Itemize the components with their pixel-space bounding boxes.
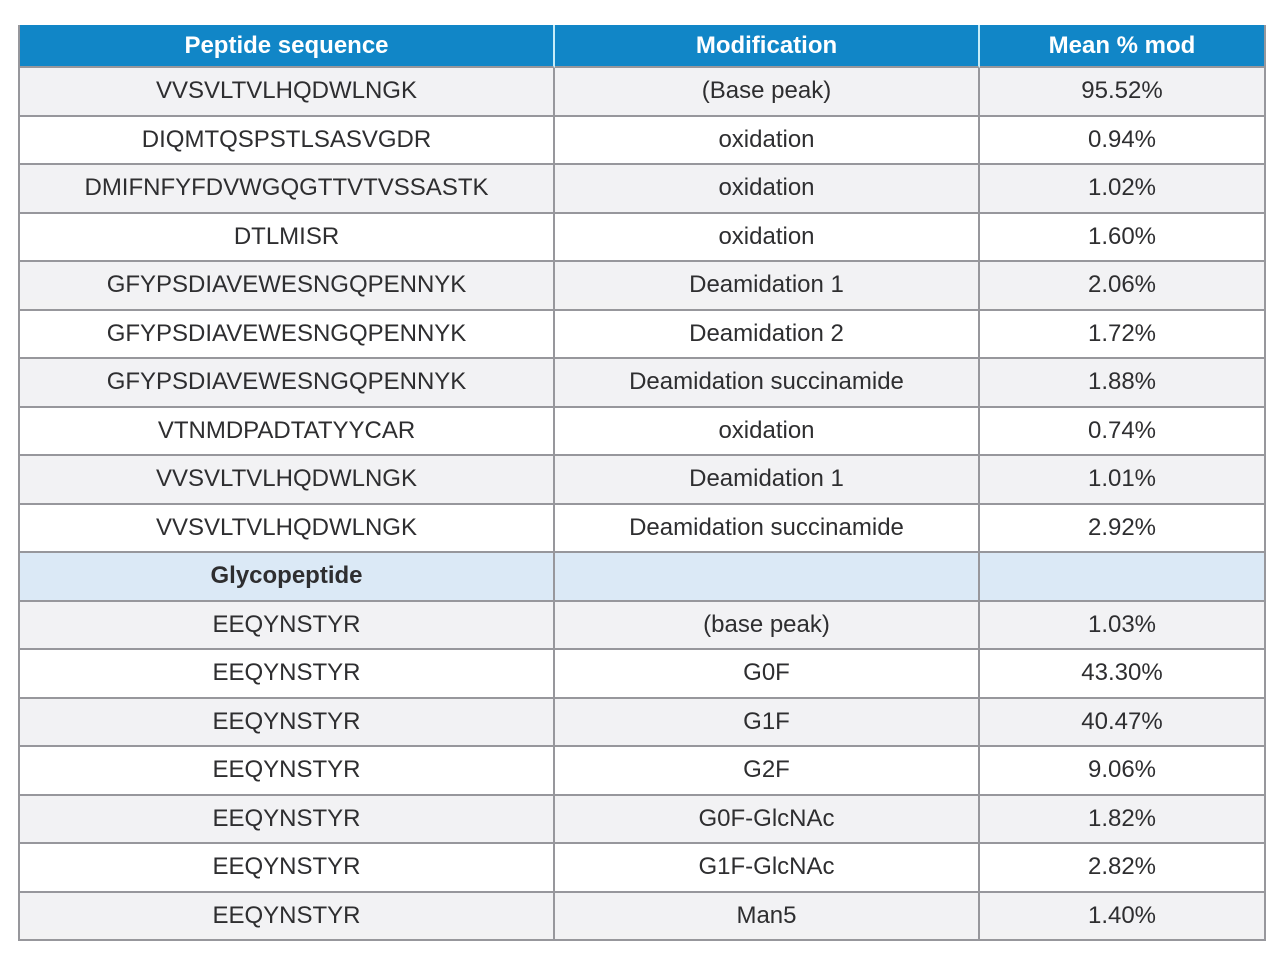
table-row: VVSVLTVLHQDWLNGK Deamidation 1 1.01% [20,456,1264,505]
section-row: Glycopeptide [20,553,1264,602]
column-header-mean-percent-mod: Mean % mod [980,25,1264,68]
table-row: GFYPSDIAVEWESNGQPENNYK Deamidation succin… [20,359,1264,408]
mean-percent-mod-cell: 9.06% [980,747,1264,796]
mean-percent-mod-cell: 1.03% [980,601,1264,650]
mean-percent-mod-cell: 1.01% [980,456,1264,505]
table-body: VVSVLTVLHQDWLNGK (Base peak) 95.52% DIQMTQS… [20,68,1264,939]
modification-cell: (Base peak) [555,68,980,117]
peptide-sequence-cell: EEQYNSTYR [20,795,555,844]
table-row: EEQYNSTYR G1F 40.47% [20,698,1264,747]
table-row: EEQYNSTYR Man5 1.40% [20,892,1264,939]
modification-cell: Deamidation 2 [555,310,980,359]
peptide-sequence-cell: EEQYNSTYR [20,747,555,796]
mean-percent-mod-cell: 43.30% [980,650,1264,699]
table-row: DTLMISR oxidation 1.60% [20,213,1264,262]
table-row: EEQYNSTYR G1F-GlcNAc 2.82% [20,844,1264,893]
column-header-peptide-sequence: Peptide sequence [20,25,555,68]
modification-cell: Deamidation 1 [555,456,980,505]
modification-cell: Deamidation succinamide [555,504,980,553]
modification-cell: Man5 [555,892,980,939]
peptide-sequence-cell: EEQYNSTYR [20,844,555,893]
mean-percent-mod-cell: 1.82% [980,795,1264,844]
peptide-sequence-cell: EEQYNSTYR [20,650,555,699]
section-empty-cell [980,553,1264,602]
peptide-sequence-cell: GFYPSDIAVEWESNGQPENNYK [20,262,555,311]
peptide-sequence-cell: DMIFNFYFDVWGQGTTVTVSSASTK [20,165,555,214]
mean-percent-mod-cell: 1.40% [980,892,1264,939]
table-row: EEQYNSTYR G2F 9.06% [20,747,1264,796]
peptide-sequence-cell: GFYPSDIAVEWESNGQPENNYK [20,359,555,408]
peptide-sequence-cell: DTLMISR [20,213,555,262]
modification-cell: G2F [555,747,980,796]
modification-cell: G0F-GlcNAc [555,795,980,844]
mean-percent-mod-cell: 1.60% [980,213,1264,262]
peptide-sequence-cell: VVSVLTVLHQDWLNGK [20,68,555,117]
modification-cell: (base peak) [555,601,980,650]
table-row: EEQYNSTYR G0F 43.30% [20,650,1264,699]
modification-cell: oxidation [555,213,980,262]
mean-percent-mod-cell: 2.82% [980,844,1264,893]
peptide-sequence-cell: VTNMDPADTATYYCAR [20,407,555,456]
modification-cell: oxidation [555,165,980,214]
header-row: Peptide sequence Modification Mean % mod [20,25,1264,68]
peptide-modification-table: Peptide sequence Modification Mean % mod… [18,25,1266,941]
table-row: EEQYNSTYR G0F-GlcNAc 1.82% [20,795,1264,844]
table-row: DMIFNFYFDVWGQGTTVTVSSASTK oxidation 1.02% [20,165,1264,214]
peptide-sequence-cell: GFYPSDIAVEWESNGQPENNYK [20,310,555,359]
peptide-sequence-cell: DIQMTQSPSTLSASVGDR [20,116,555,165]
table-row: VTNMDPADTATYYCAR oxidation 0.74% [20,407,1264,456]
table-header: Peptide sequence Modification Mean % mod [20,25,1264,68]
table-row: VVSVLTVLHQDWLNGK (Base peak) 95.52% [20,68,1264,117]
peptide-sequence-cell: VVSVLTVLHQDWLNGK [20,504,555,553]
mean-percent-mod-cell: 95.52% [980,68,1264,117]
table-row: EEQYNSTYR (base peak) 1.03% [20,601,1264,650]
table-row: DIQMTQSPSTLSASVGDR oxidation 0.94% [20,116,1264,165]
mean-percent-mod-cell: 2.92% [980,504,1264,553]
peptide-sequence-cell: VVSVLTVLHQDWLNGK [20,456,555,505]
section-label-cell: Glycopeptide [20,553,555,602]
table-row: GFYPSDIAVEWESNGQPENNYK Deamidation 1 2.06% [20,262,1264,311]
modification-cell: G0F [555,650,980,699]
column-header-modification: Modification [555,25,980,68]
modification-cell: G1F [555,698,980,747]
modification-cell: G1F-GlcNAc [555,844,980,893]
modification-cell: Deamidation succinamide [555,359,980,408]
peptide-sequence-cell: EEQYNSTYR [20,601,555,650]
mean-percent-mod-cell: 0.94% [980,116,1264,165]
mean-percent-mod-cell: 0.74% [980,407,1264,456]
peptide-sequence-cell: EEQYNSTYR [20,892,555,939]
mean-percent-mod-cell: 1.02% [980,165,1264,214]
modification-cell: oxidation [555,407,980,456]
peptide-modification-table-container: Peptide sequence Modification Mean % mod… [18,25,1266,941]
modification-cell: Deamidation 1 [555,262,980,311]
table-row: GFYPSDIAVEWESNGQPENNYK Deamidation 2 1.72% [20,310,1264,359]
mean-percent-mod-cell: 1.72% [980,310,1264,359]
peptide-sequence-cell: EEQYNSTYR [20,698,555,747]
mean-percent-mod-cell: 40.47% [980,698,1264,747]
mean-percent-mod-cell: 2.06% [980,262,1264,311]
modification-cell: oxidation [555,116,980,165]
table-row: VVSVLTVLHQDWLNGK Deamidation succinamide 2… [20,504,1264,553]
mean-percent-mod-cell: 1.88% [980,359,1264,408]
section-empty-cell [555,553,980,602]
